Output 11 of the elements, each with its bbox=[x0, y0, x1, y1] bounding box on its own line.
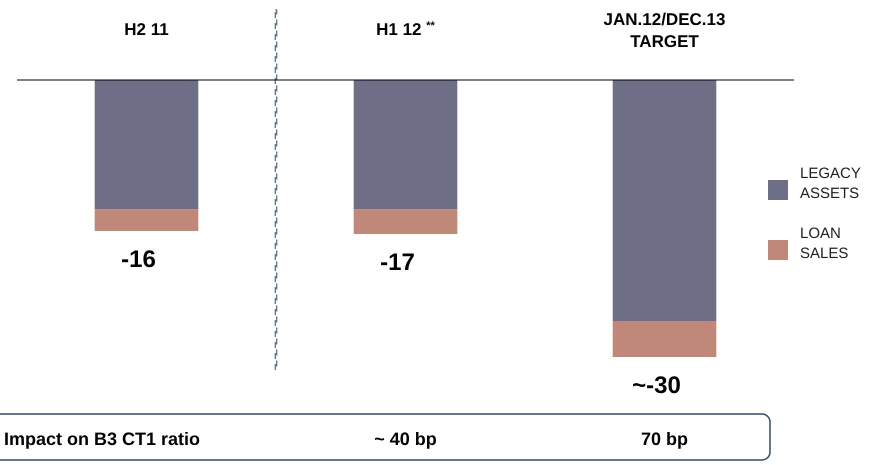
annotation: -17 bbox=[380, 249, 415, 276]
x-tick-label: H1 12 $^{**}$ bbox=[376, 20, 436, 39]
legend-label: LEGACY ASSETS bbox=[800, 165, 861, 202]
x-tick-label: JAN.12/DEC.13 TARGET bbox=[604, 10, 726, 51]
annotation: -16 bbox=[121, 246, 156, 273]
text: Impact on B3 CT1 ratio bbox=[4, 429, 200, 449]
text: ~ 40 bp bbox=[374, 429, 437, 449]
legend-label: LOAN SALES bbox=[800, 225, 848, 262]
text: 70 bp bbox=[640, 429, 688, 449]
x-tick-label: H2 11 bbox=[124, 20, 169, 39]
annotation: ~-30 bbox=[632, 372, 681, 399]
